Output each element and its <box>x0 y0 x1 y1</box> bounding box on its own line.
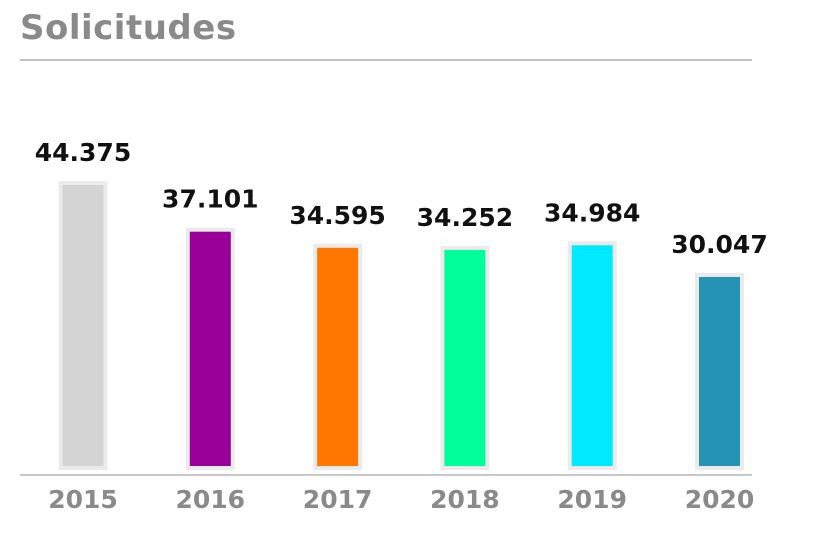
bar-2019 <box>567 241 617 470</box>
value-label-2017: 34.595 <box>289 201 385 230</box>
x-tick-label-2015: 2015 <box>48 485 118 514</box>
x-tick-label-2019: 2019 <box>557 485 627 514</box>
bar-2017 <box>313 243 363 470</box>
value-label-2019: 34.984 <box>544 198 640 227</box>
bar-2015 <box>58 181 108 470</box>
x-tick-label-2017: 2017 <box>303 485 373 514</box>
bar-2018 <box>440 246 490 470</box>
value-label-2016: 37.101 <box>162 185 258 214</box>
value-label-2020: 30.047 <box>671 230 767 259</box>
chart-title: Solicitudes <box>20 8 237 48</box>
bar-2020 <box>695 273 744 470</box>
x-tick-label-2020: 2020 <box>685 485 755 514</box>
x-tick-label-2018: 2018 <box>430 485 500 514</box>
value-label-2015: 44.375 <box>35 138 131 167</box>
labels-layer: 44.375 2015 37.101 2016 34.595 2017 34.252 2018… <box>35 138 768 514</box>
x-tick-label-2016: 2016 <box>176 485 246 514</box>
value-label-2018: 34.252 <box>417 203 513 232</box>
bars-layer <box>58 181 744 470</box>
bar-2016 <box>185 227 235 470</box>
